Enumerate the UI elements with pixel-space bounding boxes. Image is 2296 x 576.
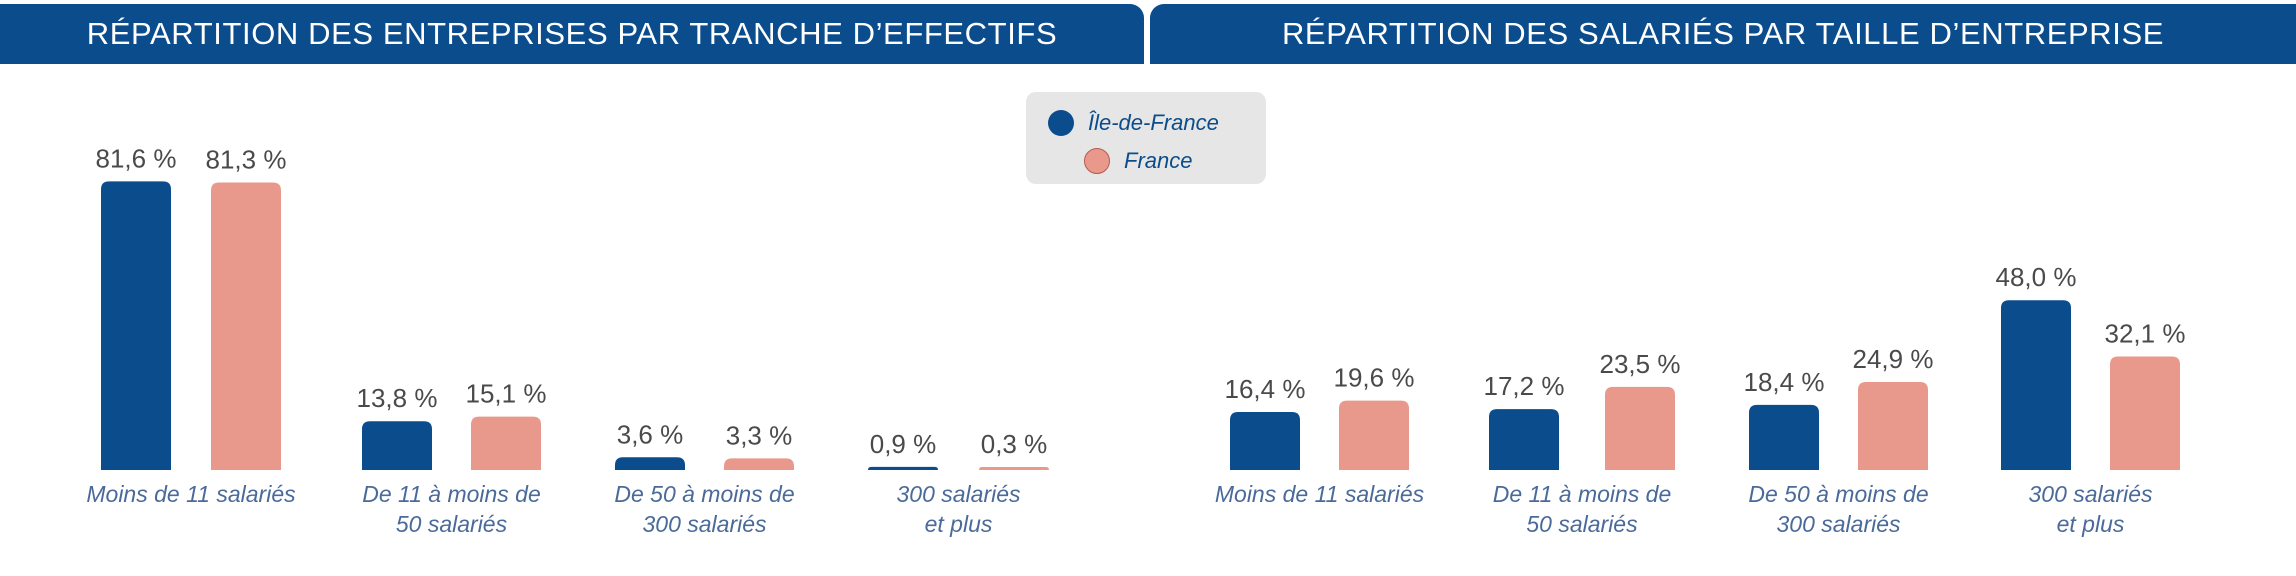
bar-chart1-idf-1	[101, 181, 171, 471]
value-label-chart1-idf-4: 0,9 %	[870, 429, 937, 459]
value-label-chart1-france-1: 81,3 %	[206, 144, 287, 174]
category-label-chart1-3-line2: 300 salariés	[642, 511, 767, 537]
bar-chart2-france-2	[1605, 386, 1675, 470]
legend-item-ile-de-france: Île-de-France	[1026, 104, 1266, 142]
bar-chart2-idf-4	[2001, 300, 2071, 470]
value-label-chart2-idf-1: 16,4 %	[1225, 374, 1306, 404]
value-label-chart1-idf-2: 13,8 %	[357, 383, 438, 413]
value-label-chart2-france-1: 19,6 %	[1334, 363, 1415, 393]
bar-chart2-idf-1	[1230, 412, 1300, 470]
legend-label-ile-de-france: Île-de-France	[1088, 110, 1219, 135]
legend-label-france: France	[1124, 148, 1193, 173]
bar-chart1-idf-4	[868, 466, 938, 470]
bar-chart2-idf-2	[1489, 409, 1559, 470]
category-label-chart2-4-line2: et plus	[2057, 511, 2125, 537]
category-label-chart1-3-line1: De 50 à moins de	[614, 481, 794, 507]
bar-chart1-france-1	[211, 182, 281, 470]
value-label-chart1-idf-3: 3,6 %	[617, 419, 684, 449]
value-label-chart2-idf-3: 18,4 %	[1744, 367, 1825, 397]
chart-title-salaries: RÉPARTITION DES SALARIÉS PAR TAILLE D’EN…	[1150, 4, 2296, 64]
value-label-chart2-france-2: 23,5 %	[1600, 349, 1681, 379]
category-label-chart2-3-line1: De 50 à moins de	[1748, 481, 1928, 507]
value-label-chart2-france-3: 24,9 %	[1853, 344, 1934, 374]
value-label-chart1-france-3: 3,3 %	[726, 420, 793, 450]
value-label-chart1-france-4: 0,3 %	[981, 429, 1048, 459]
bar-chart2-france-3	[1858, 381, 1928, 470]
legend-swatch-france	[1084, 148, 1110, 174]
bar-chart2-france-4	[2110, 356, 2180, 470]
value-label-chart2-idf-2: 17,2 %	[1484, 371, 1565, 401]
value-label-chart2-idf-4: 48,0 %	[1996, 262, 2077, 292]
category-label-chart2-3-line2: 300 salariés	[1776, 511, 1901, 537]
bar-chart1-france-2	[471, 416, 541, 470]
value-label-chart1-idf-1: 81,6 %	[96, 143, 177, 173]
category-label-chart1-2-line1: De 11 à moins de	[362, 481, 541, 507]
legend: Île-de-France France	[1026, 92, 1266, 184]
category-label-chart1-1-line1: Moins de 11 salariés	[86, 481, 296, 507]
legend-item-france: France	[1026, 142, 1266, 180]
category-label-chart1-4-line1: 300 salariés	[896, 481, 1021, 507]
legend-swatch-ile-de-france	[1048, 110, 1074, 136]
category-label-chart1-4-line2: et plus	[925, 511, 993, 537]
chart-title-entreprises: RÉPARTITION DES ENTREPRISES PAR TRANCHE …	[0, 4, 1144, 64]
value-label-chart2-france-4: 32,1 %	[2105, 318, 2186, 348]
value-label-chart1-france-2: 15,1 %	[466, 379, 547, 409]
category-label-chart2-4-line1: 300 salariés	[2028, 481, 2153, 507]
category-label-chart1-2-line2: 50 salariés	[396, 511, 508, 537]
bar-chart2-france-1	[1339, 400, 1409, 470]
bar-chart1-idf-3	[615, 457, 685, 470]
category-label-chart2-2-line1: De 11 à moins de	[1493, 481, 1672, 507]
bar-chart1-idf-2	[362, 421, 432, 470]
bar-chart1-france-3	[724, 458, 794, 470]
category-label-chart2-2-line2: 50 salariés	[1526, 511, 1638, 537]
bar-chart1-france-4	[979, 467, 1049, 470]
bar-chart2-idf-3	[1749, 404, 1819, 470]
category-label-chart2-1-line1: Moins de 11 salariés	[1215, 481, 1425, 507]
